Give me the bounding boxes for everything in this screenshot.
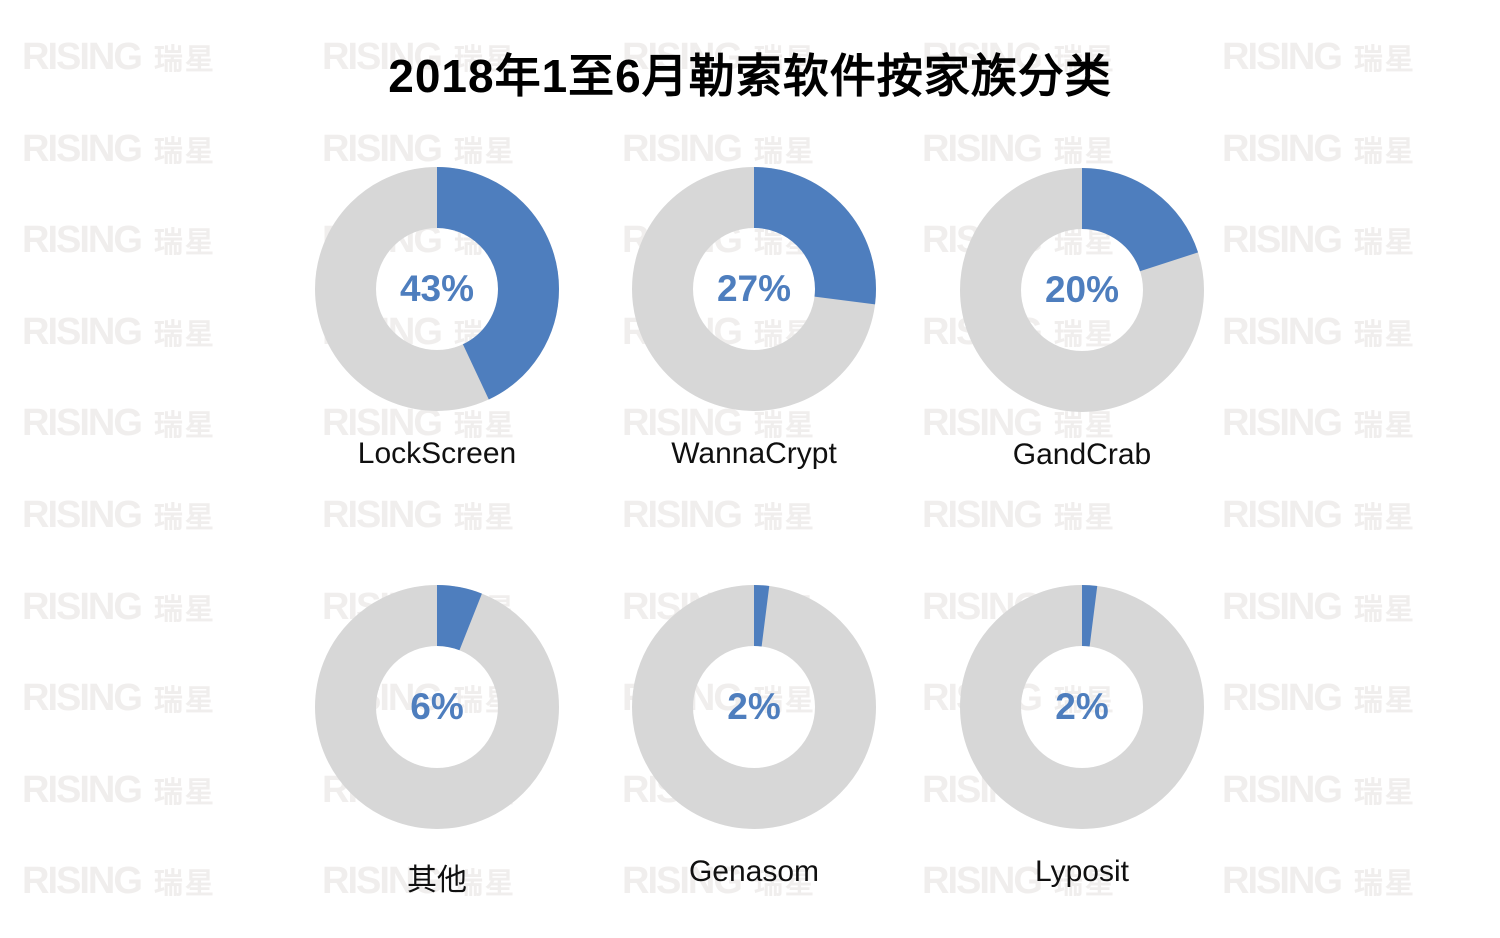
rising-watermark: RISING 瑞星 xyxy=(922,494,1116,536)
rising-watermark: RISING 瑞星 xyxy=(622,494,816,536)
donut-tile-gandcrab: 20% GandCrab xyxy=(952,160,1212,472)
percent-label: 27% xyxy=(716,268,792,309)
donut-tile-wannacrypt: 27% WannaCrypt xyxy=(624,159,884,471)
percent-label: 2% xyxy=(1055,686,1109,727)
rising-watermark: RISING 瑞星 xyxy=(1222,677,1416,719)
donut-chart-lockscreen: 43% xyxy=(307,159,567,419)
family-label: Lyposit xyxy=(1035,855,1129,888)
percent-label: 20% xyxy=(1044,269,1120,310)
rising-watermark: RISING 瑞星 xyxy=(1222,769,1416,811)
family-label: 其他 xyxy=(407,864,467,897)
family-label: GandCrab xyxy=(1012,438,1152,471)
donut-tile-genasom: 2% Genasom xyxy=(624,577,884,889)
rising-watermark: RISING 瑞星 xyxy=(1222,860,1416,902)
rising-watermark: RISING 瑞星 xyxy=(1222,128,1416,170)
rising-watermark: RISING 瑞星 xyxy=(22,494,216,536)
donut-svg xyxy=(315,585,559,829)
rising-watermark: RISING 瑞星 xyxy=(1222,219,1416,261)
family-label: WannaCrypt xyxy=(671,437,837,470)
donut-tile-lockscreen: 43% LockScreen xyxy=(307,159,567,471)
rising-watermark: RISING 瑞星 xyxy=(1222,311,1416,353)
rising-watermark: RISING 瑞星 xyxy=(22,677,216,719)
donut-chart-others: 6% xyxy=(307,577,567,837)
page-title: 2018年1至6月勒索软件按家族分类 xyxy=(388,50,1112,102)
rising-watermark: RISING 瑞星 xyxy=(22,860,216,902)
donut-chart-wannacrypt: 27% xyxy=(624,159,884,419)
donut-svg xyxy=(632,585,876,829)
donut-chart-lyposit: 2% xyxy=(952,577,1212,837)
family-label: Genasom xyxy=(688,855,820,888)
percent-label: 43% xyxy=(399,268,475,309)
donut-svg xyxy=(315,167,559,411)
donut-svg xyxy=(960,168,1204,412)
rising-watermark: RISING 瑞星 xyxy=(1222,494,1416,536)
donut-chart-gandcrab: 20% xyxy=(952,160,1212,420)
donut-tile-others: 6% 其他 xyxy=(307,577,567,899)
rising-watermark: RISING 瑞星 xyxy=(322,494,516,536)
rising-watermark: RISING 瑞星 xyxy=(1222,402,1416,444)
rising-watermark: RISING 瑞星 xyxy=(22,311,216,353)
rising-watermark: RISING 瑞星 xyxy=(1222,586,1416,628)
percent-label: 6% xyxy=(410,686,464,727)
rising-watermark: RISING 瑞星 xyxy=(22,769,216,811)
donut-chart-genasom: 2% xyxy=(624,577,884,837)
donut-tile-lyposit: 2% Lyposit xyxy=(952,577,1212,889)
family-label: LockScreen xyxy=(357,437,517,470)
rising-watermark: RISING 瑞星 xyxy=(22,219,216,261)
rising-watermark: RISING 瑞星 xyxy=(22,402,216,444)
donut-svg xyxy=(960,585,1204,829)
rising-watermark: RISING 瑞星 xyxy=(22,586,216,628)
percent-label: 2% xyxy=(727,686,781,727)
donut-svg xyxy=(632,167,876,411)
rising-watermark: RISING 瑞星 xyxy=(22,128,216,170)
